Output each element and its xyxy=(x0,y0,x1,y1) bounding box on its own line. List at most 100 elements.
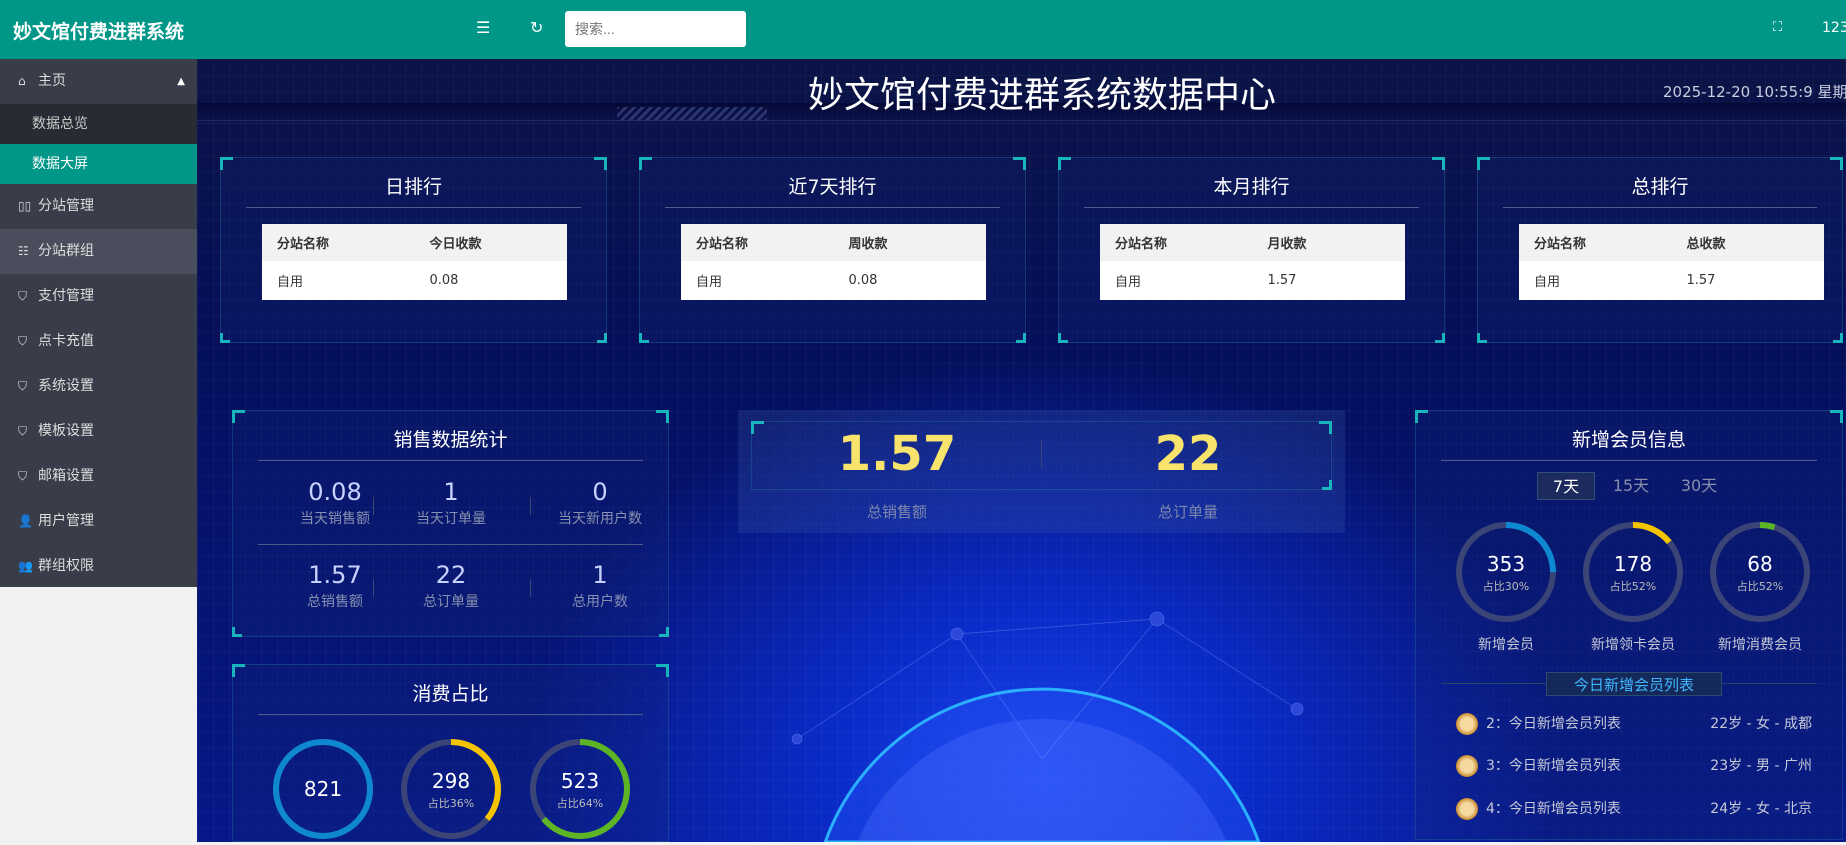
totals-panel: 1.57 22 总销售额 总订单量 xyxy=(738,410,1345,533)
sidebar-item-mail-settings[interactable]: ⛉ 邮箱设置 xyxy=(0,454,197,499)
sidebar-item-user-management[interactable]: 👤 用户管理 xyxy=(0,499,197,544)
sidebar-item-template-settings[interactable]: ⛉ 模板设置 xyxy=(0,409,197,454)
cell-name: 自用 xyxy=(277,275,304,290)
sidebar-item-data-screen[interactable]: 数据大屏 xyxy=(0,144,197,184)
columns-icon: ▯▯ xyxy=(18,199,32,213)
search-input[interactable] xyxy=(565,11,746,47)
stat-value: 1 xyxy=(443,478,459,506)
divider xyxy=(258,544,643,545)
caret-up-icon: ▲ xyxy=(177,76,185,87)
table-row: 自用 0.08 xyxy=(262,261,567,300)
column-header: 今日收款 xyxy=(414,224,567,261)
member-ring: 353 占比30% xyxy=(1454,520,1558,624)
sidebar-item-label: 分站群组 xyxy=(38,243,94,259)
sidebar-item-data-overview[interactable]: 数据总览 xyxy=(0,104,197,144)
divider xyxy=(1084,207,1419,208)
cell-name: 自用 xyxy=(1115,275,1142,290)
collapse-menu-icon[interactable]: ☰ xyxy=(476,18,491,37)
ring-value: 178 xyxy=(1613,552,1653,576)
consumption-card: 消费占比 821 298 占比36% 523 占比64% xyxy=(232,664,669,842)
member-name: 2：今日新增会员列表 xyxy=(1486,716,1621,732)
refresh-icon[interactable]: ↻ xyxy=(530,18,544,37)
fullscreen-icon[interactable]: ⛶ xyxy=(1773,20,1783,35)
sidebar-item-substation-groups[interactable]: ☷ 分站群组 xyxy=(0,229,197,274)
home-icon: ⌂ xyxy=(18,74,26,88)
stat-total-users: 1 总用户数 xyxy=(525,561,675,611)
stat-value: 22 xyxy=(435,561,467,589)
card-title: 本月排行 xyxy=(1213,176,1290,198)
shield-icon: ⛉ xyxy=(18,424,28,438)
stat-label: 当天订单量 xyxy=(416,511,486,527)
divider xyxy=(258,460,643,461)
sidebar-item-home[interactable]: ⌂ 主页 ▲ xyxy=(0,59,197,104)
ranking-card-7days: 近7天排行 分站名称 周收款 自用 0.08 xyxy=(639,157,1026,343)
divider xyxy=(665,207,1000,208)
globe-graphic xyxy=(791,611,1304,842)
column-header: 分站名称 xyxy=(681,224,834,261)
cell-amount: 0.08 xyxy=(848,273,878,288)
list-title: 今日新增会员列表 xyxy=(1546,672,1722,696)
card-title: 总排行 xyxy=(1631,176,1689,198)
sales-stats-card: 销售数据统计 0.08 当天销售额 1 当天订单量 0 当天新用户数 1.57 总销售额… xyxy=(232,410,669,637)
sidebar-item-label: 支付管理 xyxy=(38,288,94,304)
ring-chart xyxy=(530,739,630,839)
shield-icon: ⛉ xyxy=(18,334,28,348)
new-members-card: 新增会员信息 7天 15天 30天 353 占比30% 178 占比52% 68 占比… xyxy=(1415,410,1843,840)
cell-name: 自用 xyxy=(696,275,723,290)
ring-chart xyxy=(273,739,373,839)
ranking-table: 分站名称 月收款 自用 1.57 xyxy=(1100,224,1405,300)
medal-icon xyxy=(1456,713,1478,735)
divider xyxy=(1041,440,1042,468)
stat-today-orders: 1 当天订单量 xyxy=(376,478,526,528)
list-item: 3：今日新增会员列表 23岁 - 男 - 广州 xyxy=(1456,751,1812,781)
ranking-card-month: 本月排行 分站名称 月收款 自用 1.57 xyxy=(1058,157,1445,343)
sidebar-item-system-settings[interactable]: ⛉ 系统设置 xyxy=(0,364,197,409)
member-info: 22岁 - 女 - 成都 xyxy=(1710,716,1812,732)
ranking-card-daily: 日排行 分站名称 今日收款 自用 0.08 xyxy=(220,157,607,343)
ranking-table: 分站名称 今日收款 自用 0.08 xyxy=(262,224,567,300)
consumption-ring: 821 xyxy=(271,737,375,841)
ring-percent: 占比52% xyxy=(1609,580,1657,593)
ring-arc xyxy=(1710,522,1810,622)
divider xyxy=(258,714,643,715)
tab-15-days[interactable]: 15天 xyxy=(1612,476,1650,495)
member-ring: 68 占比52% xyxy=(1708,520,1812,624)
cell-amount: 1.57 xyxy=(1686,273,1716,288)
divider xyxy=(1503,207,1817,208)
sidebar-item-group-permissions[interactable]: 👥 群组权限 xyxy=(0,544,197,589)
divider xyxy=(530,579,531,597)
ranking-table: 分站名称 总收款 自用 1.57 xyxy=(1519,224,1824,300)
user-icon: 👤 xyxy=(18,514,33,528)
dashboard-title: 妙文馆付费进群系统数据中心 xyxy=(807,75,1276,116)
users-icon: 👥 xyxy=(18,559,33,573)
ring-percent: 占比36% xyxy=(427,797,475,810)
totals-frame xyxy=(751,421,1332,490)
sidebar-item-substation[interactable]: ▯▯ 分站管理 xyxy=(0,184,197,229)
tab-7-days[interactable]: 7天 xyxy=(1537,472,1595,500)
user-menu[interactable]: 123 xyxy=(1822,20,1846,36)
ring-label: 新增消费会员 xyxy=(1718,637,1802,653)
ring-value: 353 xyxy=(1486,552,1526,576)
ring-value: 821 xyxy=(303,777,343,801)
stat-label: 总用户数 xyxy=(572,594,628,610)
member-info: 24岁 - 女 - 北京 xyxy=(1710,801,1812,817)
sidebar-item-payment[interactable]: ⛉ 支付管理 xyxy=(0,274,197,319)
table-row: 自用 1.57 xyxy=(1100,261,1405,300)
stat-today-sales: 0.08 当天销售额 xyxy=(260,478,410,528)
network-lines xyxy=(791,611,1304,760)
globe-outline xyxy=(823,687,1261,842)
sidebar-item-card-recharge[interactable]: ⛉ 点卡充值 xyxy=(0,319,197,364)
consumption-ring: 298 占比36% xyxy=(399,737,503,841)
column-header: 分站名称 xyxy=(1519,224,1672,261)
stat-label: 当天销售额 xyxy=(300,511,370,527)
member-name: 4：今日新增会员列表 xyxy=(1486,801,1621,817)
stat-label: 当天新用户数 xyxy=(558,511,642,527)
list-item: 2：今日新增会员列表 22岁 - 女 - 成都 xyxy=(1456,709,1812,739)
sidebar-item-label: 分站管理 xyxy=(38,198,94,214)
sidebar-item-label: 群组权限 xyxy=(38,558,94,574)
tab-30-days[interactable]: 30天 xyxy=(1680,476,1718,495)
ring-label: 新增领卡会员 xyxy=(1591,637,1675,653)
member-ring: 178 占比52% xyxy=(1581,520,1685,624)
stat-value: 0.08 xyxy=(308,478,362,506)
total-orders-label: 总订单量 xyxy=(1157,503,1218,521)
